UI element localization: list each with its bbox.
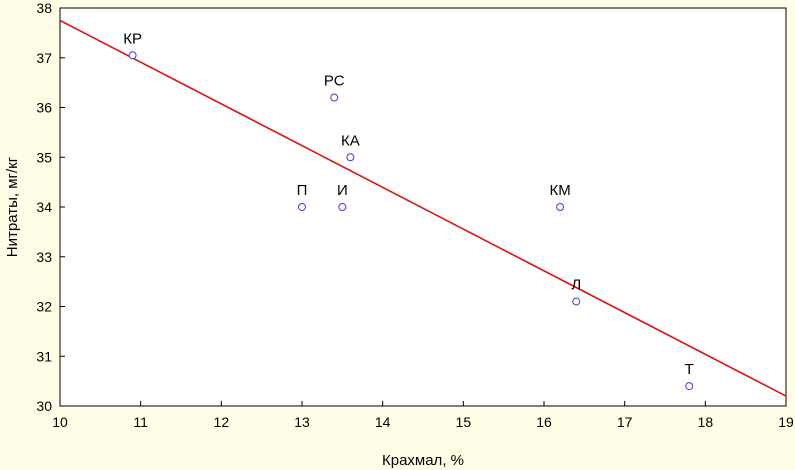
data-point-label: Т — [685, 361, 694, 378]
x-tick-label: 13 — [294, 414, 310, 430]
y-tick-label: 37 — [36, 50, 52, 66]
plot-area — [59, 7, 787, 407]
data-point-label: И — [337, 182, 348, 199]
y-tick-label: 32 — [36, 299, 52, 315]
x-tick-label: 17 — [617, 414, 633, 430]
y-tick-label: 30 — [36, 398, 52, 414]
y-tick-label: 36 — [36, 100, 52, 116]
x-tick-label: 16 — [536, 414, 552, 430]
data-points: КР РС КА П И КМ Л Т — [123, 30, 694, 391]
y-tick-label: 35 — [36, 149, 52, 165]
data-point-marker — [572, 297, 581, 306]
y-tick-label: 34 — [36, 199, 52, 215]
data-point-marker — [298, 203, 306, 211]
y-axis-title: Нитраты, мг/кг — [4, 156, 21, 257]
y-tick-label: 38 — [36, 0, 52, 16]
data-point-label: КА — [341, 132, 360, 149]
data-point-label: П — [297, 182, 308, 199]
data-point-marker — [338, 203, 347, 211]
data-point-marker — [685, 382, 694, 391]
x-axis: 10 11 12 13 14 15 16 17 18 19 — [52, 401, 794, 430]
y-axis: 30 31 32 33 34 35 36 37 38 — [36, 0, 65, 414]
y-tick-label: 33 — [36, 249, 52, 265]
data-point-label: КМ — [550, 182, 571, 199]
data-point-marker — [346, 153, 355, 162]
y-tick-label: 31 — [36, 348, 52, 364]
x-tick-label: 19 — [778, 414, 794, 430]
x-tick-label: 10 — [52, 414, 68, 430]
x-tick-label: 14 — [375, 414, 391, 430]
x-axis-title: Крахмал, % — [382, 452, 464, 469]
data-point-label: КР — [123, 30, 142, 47]
regression-line — [59, 19, 787, 397]
x-tick-label: 18 — [698, 414, 714, 430]
data-point-marker — [128, 51, 137, 60]
data-point-marker — [556, 203, 565, 211]
data-point-label: РС — [324, 73, 345, 90]
data-point-marker — [330, 93, 339, 102]
x-tick-label: 12 — [214, 414, 230, 430]
x-tick-label: 15 — [456, 414, 472, 430]
x-tick-label: 11 — [133, 414, 148, 430]
data-point-label: Л — [571, 277, 581, 294]
